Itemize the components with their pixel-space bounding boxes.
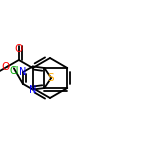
Text: S: S: [48, 73, 54, 83]
Text: N: N: [29, 85, 36, 95]
Text: Cl: Cl: [9, 66, 19, 76]
Text: O: O: [1, 62, 10, 71]
Text: N: N: [19, 67, 26, 77]
Text: O: O: [15, 44, 23, 54]
